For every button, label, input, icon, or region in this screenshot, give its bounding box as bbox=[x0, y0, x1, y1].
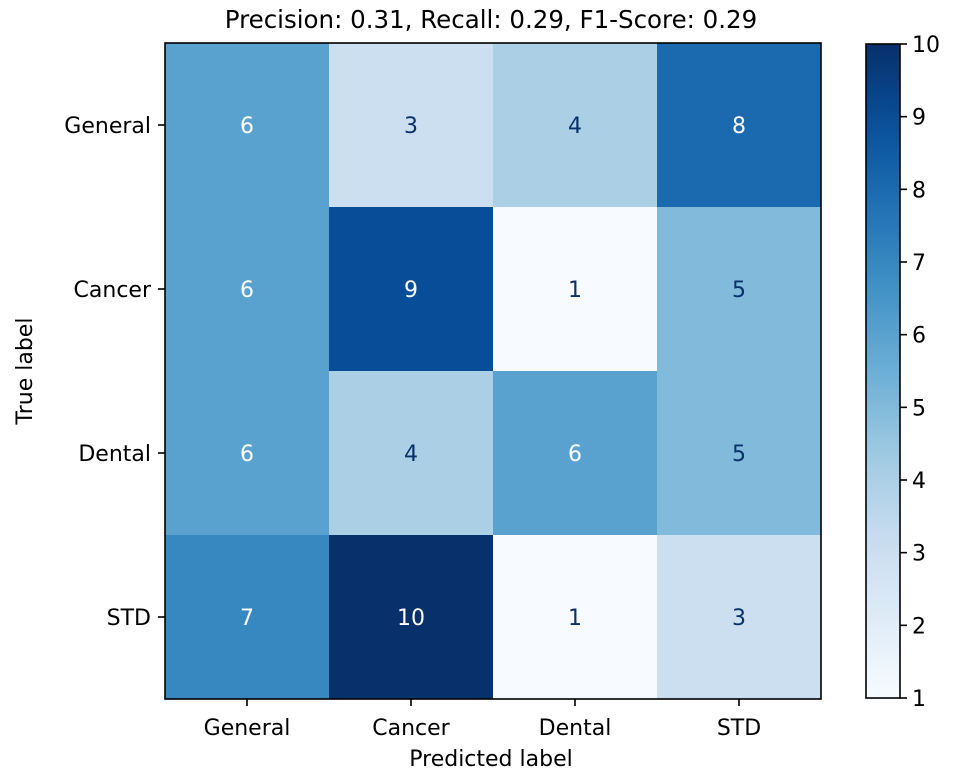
x-axis-ticks: General Cancer Dental STD bbox=[204, 699, 761, 741]
heatmap-cell bbox=[657, 371, 822, 536]
cell-value-label: 3 bbox=[404, 114, 418, 139]
colorbar-tick-label: 7 bbox=[912, 251, 926, 276]
y-axis-label: True label bbox=[13, 318, 38, 426]
colorbar-tick-label: 8 bbox=[912, 178, 926, 203]
heatmap-cell bbox=[165, 207, 330, 372]
cell-value-label: 4 bbox=[404, 442, 418, 467]
cell-value-label: 6 bbox=[240, 278, 254, 303]
heatmap-cell bbox=[165, 371, 330, 536]
y-tick-label: General bbox=[64, 114, 151, 139]
colorbar-tick-label: 2 bbox=[912, 614, 926, 639]
cell-value-label: 5 bbox=[732, 278, 746, 303]
x-tick-label: STD bbox=[717, 716, 761, 741]
colorbar-tick-label: 4 bbox=[912, 469, 926, 494]
colorbar-tick-label: 1 bbox=[912, 687, 926, 712]
heatmap-cell bbox=[165, 43, 330, 208]
heatmap-cell bbox=[493, 371, 658, 536]
y-tick-label: STD bbox=[107, 606, 151, 631]
cell-value-label: 6 bbox=[240, 114, 254, 139]
heatmap-cell-labels: 6 3 4 86 9 1 56 4 6 57 10 1 3 bbox=[240, 114, 746, 631]
x-tick-label: General bbox=[204, 716, 291, 741]
heatmap-cell bbox=[493, 535, 658, 700]
cell-value-label: 1 bbox=[568, 606, 582, 631]
cell-value-label: 4 bbox=[568, 114, 582, 139]
heatmap-cell bbox=[329, 371, 494, 536]
heatmap-cell bbox=[493, 43, 658, 208]
colorbar bbox=[866, 44, 900, 698]
heatmap-cell bbox=[657, 43, 822, 208]
plot-frame bbox=[164, 42, 822, 700]
y-tick-label: Cancer bbox=[74, 278, 152, 303]
colorbar-tick-label: 6 bbox=[912, 324, 926, 349]
x-tick-label: Dental bbox=[539, 716, 612, 741]
heatmap-cell bbox=[493, 207, 658, 372]
cell-value-label: 8 bbox=[732, 114, 746, 139]
heatmap-cell bbox=[657, 535, 822, 700]
heatmap-cell bbox=[329, 43, 494, 208]
heatmap-cell bbox=[329, 207, 494, 372]
colorbar-tick-label: 10 bbox=[912, 33, 940, 58]
cell-value-label: 10 bbox=[397, 606, 425, 631]
heatmap-cell bbox=[657, 207, 822, 372]
colorbar-tick-label: 9 bbox=[912, 106, 926, 131]
heatmap-cell bbox=[329, 535, 494, 700]
colorbar-frame bbox=[865, 43, 901, 699]
heatmap-cell bbox=[165, 535, 330, 700]
chart-title: Precision: 0.31, Recall: 0.29, F1-Score:… bbox=[225, 5, 757, 34]
colorbar-tick-label: 5 bbox=[912, 396, 926, 421]
cell-value-label: 1 bbox=[568, 278, 582, 303]
y-axis-ticks: General Cancer Dental STD bbox=[64, 114, 165, 631]
x-tick-label: Cancer bbox=[372, 716, 450, 741]
cell-value-label: 3 bbox=[732, 606, 746, 631]
cell-value-label: 9 bbox=[404, 278, 418, 303]
x-axis-label: Predicted label bbox=[409, 747, 572, 772]
cell-value-label: 5 bbox=[732, 442, 746, 467]
cell-value-label: 6 bbox=[568, 442, 582, 467]
y-tick-label: Dental bbox=[78, 442, 151, 467]
colorbar-tick-label: 3 bbox=[912, 542, 926, 567]
heatmap-cells bbox=[165, 43, 822, 700]
cell-value-label: 6 bbox=[240, 442, 254, 467]
cell-value-label: 7 bbox=[240, 606, 254, 631]
colorbar-ticks: 1 2 3 4 5 6 7 8 9 10 bbox=[900, 33, 940, 712]
